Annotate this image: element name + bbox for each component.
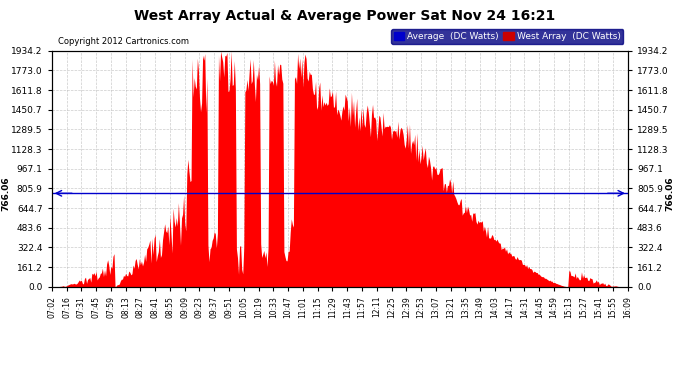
Text: West Array Actual & Average Power Sat Nov 24 16:21: West Array Actual & Average Power Sat No… [135,9,555,23]
Text: Copyright 2012 Cartronics.com: Copyright 2012 Cartronics.com [57,37,188,46]
Text: 766.06: 766.06 [1,176,10,211]
Text: 766.06: 766.06 [665,176,674,211]
Legend: Average  (DC Watts), West Array  (DC Watts): Average (DC Watts), West Array (DC Watts… [391,29,623,44]
